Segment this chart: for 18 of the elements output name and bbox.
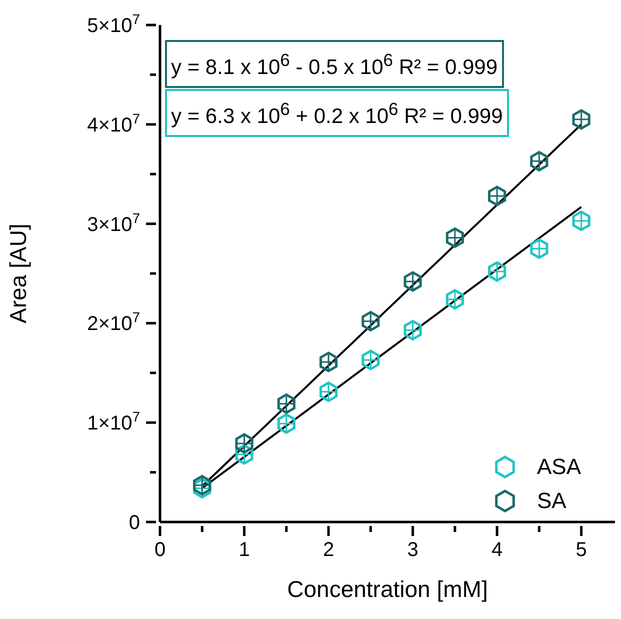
- x-axis-title: Concentration [mM]: [287, 576, 488, 602]
- y-tick-label: 0: [128, 512, 140, 534]
- x-tick-label: 3: [407, 539, 418, 561]
- annotation: y = 6.3 x 10$^{6}$ + 0.2 x 10$^{6}$ R² = 0.999: [165, 89, 509, 137]
- y-tick-label: 5×10$^{7}$: [87, 11, 140, 37]
- x-tick-label: 2: [322, 539, 334, 561]
- x-tick-label: 4: [491, 539, 503, 561]
- y-tick-label: 2×10$^{7}$: [87, 309, 140, 336]
- y-tick-label: 4×10$^{7}$: [87, 110, 140, 136]
- x-tick-label: 0: [154, 539, 166, 561]
- y-axis-title: Area [AU]: [5, 224, 32, 324]
- legend-label: SA: [536, 488, 566, 514]
- legend-label: ASA: [536, 454, 581, 480]
- annotation: y = 8.1 x 10$^{6}$ - 0.5 x 10$^{6}$ R² = 0.999: [165, 40, 504, 88]
- y-tick-label: 3×10$^{7}$: [87, 210, 140, 236]
- y-tick-label: 1×10$^{7}$: [87, 408, 140, 435]
- x-tick-label: 1: [238, 539, 250, 561]
- x-tick-label: 5: [576, 539, 587, 561]
